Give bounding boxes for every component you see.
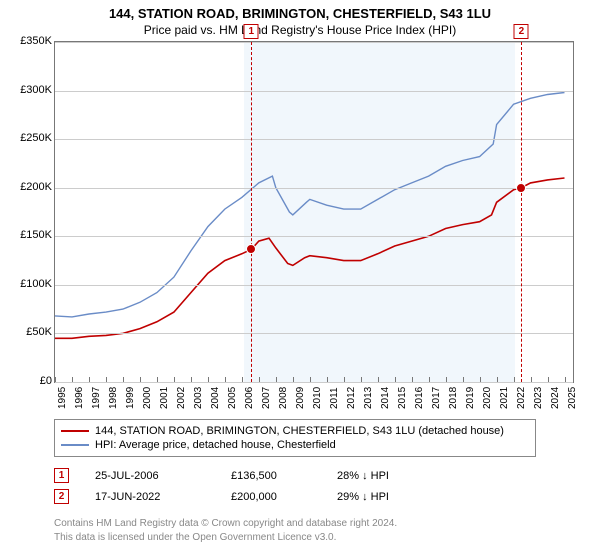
legend-row: HPI: Average price, detached house, Ches… <box>61 438 529 452</box>
x-tick-label: 2009 <box>295 387 306 409</box>
y-tick-label: £300K <box>20 84 52 96</box>
x-tick-label: 2013 <box>363 387 374 409</box>
x-tick-label: 2018 <box>448 387 459 409</box>
sale-row: 1 25-JUL-2006 £136,500 28% ↓ HPI <box>54 465 534 486</box>
legend-label: 144, STATION ROAD, BRIMINGTON, CHESTERFI… <box>95 425 504 437</box>
x-tick-label: 2024 <box>550 387 561 409</box>
gridline <box>55 236 573 237</box>
legend-swatch <box>61 430 89 432</box>
x-tick-label: 2023 <box>533 387 544 409</box>
x-tick-label: 2015 <box>397 387 408 409</box>
sale-dot <box>246 244 256 254</box>
legend-label: HPI: Average price, detached house, Ches… <box>95 439 336 451</box>
x-tick-label: 1995 <box>57 387 68 409</box>
line-layer <box>55 42 573 382</box>
gridline <box>55 285 573 286</box>
x-tick-label: 1998 <box>108 387 119 409</box>
event-line <box>251 42 252 382</box>
x-tick-label: 1999 <box>125 387 136 409</box>
gridline <box>55 188 573 189</box>
gridline <box>55 42 573 43</box>
x-tick-label: 2003 <box>193 387 204 409</box>
x-tick-label: 1997 <box>91 387 102 409</box>
sale-date: 17-JUN-2022 <box>95 491 205 503</box>
y-tick-label: £50K <box>26 326 52 338</box>
x-tick-label: 2017 <box>431 387 442 409</box>
gridline <box>55 333 573 334</box>
footer-line: Contains HM Land Registry data © Crown c… <box>54 517 534 531</box>
x-tick-label: 2016 <box>414 387 425 409</box>
legend-row: 144, STATION ROAD, BRIMINGTON, CHESTERFI… <box>61 424 529 438</box>
gridline <box>55 139 573 140</box>
x-tick-label: 2022 <box>516 387 527 409</box>
x-tick-label: 2008 <box>278 387 289 409</box>
x-tick-label: 2014 <box>380 387 391 409</box>
x-tick-label: 2020 <box>482 387 493 409</box>
sale-table: 1 25-JUL-2006 £136,500 28% ↓ HPI 2 17-JUN-202… <box>54 465 534 507</box>
footer-line: This data is licensed under the Open Gov… <box>54 531 534 545</box>
x-tick-label: 2001 <box>159 387 170 409</box>
x-tick-label: 2012 <box>346 387 357 409</box>
x-tick-label: 2000 <box>142 387 153 409</box>
x-tick-label: 2025 <box>567 387 578 409</box>
x-tick-label: 1996 <box>74 387 85 409</box>
x-tick-label: 2019 <box>465 387 476 409</box>
event-line <box>521 42 522 382</box>
y-tick-label: £0 <box>40 375 52 387</box>
x-tick-label: 2021 <box>499 387 510 409</box>
x-tick-label: 2007 <box>261 387 272 409</box>
plot-area: 12 <box>54 41 574 383</box>
x-tick-label: 2005 <box>227 387 238 409</box>
event-marker: 2 <box>514 24 529 39</box>
y-tick-label: £350K <box>20 35 52 47</box>
x-tick-label: 2011 <box>329 387 340 409</box>
y-tick-label: £250K <box>20 132 52 144</box>
page-subtitle: Price paid vs. HM Land Registry's House … <box>0 21 600 41</box>
y-tick-label: £150K <box>20 229 52 241</box>
chart: £0£50K£100K£150K£200K£250K£300K£350K 12 … <box>12 41 572 411</box>
y-axis: £0£50K£100K£150K£200K£250K£300K£350K <box>12 41 54 381</box>
y-tick-label: £100K <box>20 278 52 290</box>
series-hpi <box>55 93 565 317</box>
sale-delta: 28% ↓ HPI <box>337 470 437 482</box>
sale-row: 2 17-JUN-2022 £200,000 29% ↓ HPI <box>54 486 534 507</box>
sale-price: £136,500 <box>231 470 311 482</box>
legend-swatch <box>61 444 89 446</box>
sale-price: £200,000 <box>231 491 311 503</box>
sale-marker: 2 <box>54 489 69 504</box>
sale-dot <box>516 183 526 193</box>
sale-delta: 29% ↓ HPI <box>337 491 437 503</box>
y-tick-label: £200K <box>20 181 52 193</box>
series-price_paid <box>55 178 565 338</box>
x-tick-label: 2006 <box>244 387 255 409</box>
x-tick-label: 2010 <box>312 387 323 409</box>
sale-marker: 1 <box>54 468 69 483</box>
page-title: 144, STATION ROAD, BRIMINGTON, CHESTERFI… <box>0 0 600 21</box>
gridline <box>55 91 573 92</box>
legend: 144, STATION ROAD, BRIMINGTON, CHESTERFI… <box>54 419 536 457</box>
x-tick-label: 2002 <box>176 387 187 409</box>
x-axis: 1995 1996 1997 1998 1999 2000 2001 2002 2003 2004… <box>54 381 572 411</box>
sale-date: 25-JUL-2006 <box>95 470 205 482</box>
event-marker: 1 <box>244 24 259 39</box>
footer: Contains HM Land Registry data © Crown c… <box>54 517 534 544</box>
x-tick-label: 2004 <box>210 387 221 409</box>
